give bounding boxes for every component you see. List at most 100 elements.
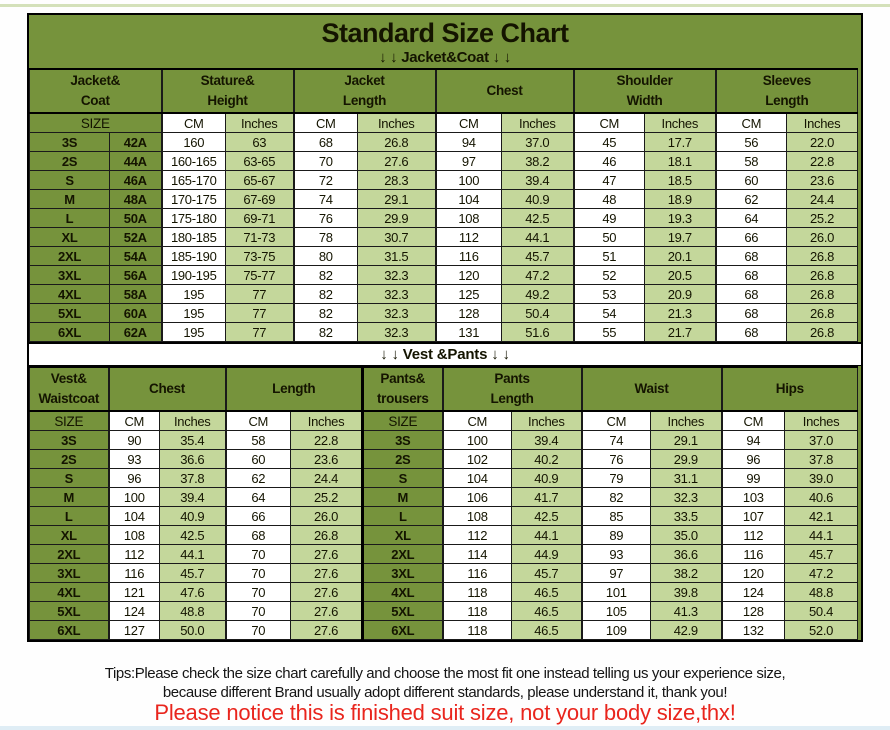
measurement-cell: 41.7 xyxy=(511,487,583,507)
measurement-cell: 105 xyxy=(580,601,652,621)
vest-table-row: 4XL 121 47.6 70 27.6 4XL 118 46.5 101 39.8 124 48.8 xyxy=(29,582,859,602)
measurement-cell: 108 xyxy=(107,525,160,545)
vest-table-row: L 104 40.9 66 26.0 L 108 42.5 85 33.5 107 42.1 xyxy=(29,506,859,526)
measurement-cell: 31.5 xyxy=(356,246,437,266)
size-code-cell: 46A xyxy=(109,170,162,190)
size-label-cell: 3S xyxy=(29,430,109,450)
size-label-cell: 3S xyxy=(29,132,110,152)
measurement-cell: 39.4 xyxy=(501,170,575,190)
measurement-cell: 112 xyxy=(720,525,786,545)
measurement-cell: 22.0 xyxy=(786,132,859,152)
size-header: SIZE xyxy=(29,112,162,133)
size-label-cell: 5XL xyxy=(29,601,109,621)
measurement-cell: 62 xyxy=(224,468,292,488)
measurement-cell: 72 xyxy=(292,170,358,190)
measurement-cell: 195 xyxy=(160,284,226,304)
measurement-cell: 27.6 xyxy=(290,582,364,602)
bottom-decorative-strip xyxy=(0,726,890,730)
measurement-cell: 128 xyxy=(434,303,503,323)
measurement-cell: 82 xyxy=(580,487,652,507)
measurement-cell: 25.2 xyxy=(290,487,364,507)
measurement-cell: 24.4 xyxy=(290,468,364,488)
measurement-cell: 27.6 xyxy=(290,601,364,621)
measurement-cell: 63 xyxy=(225,132,294,152)
inches-header: Inches xyxy=(650,410,723,431)
measurement-cell: 71-73 xyxy=(225,227,294,247)
stature-height-header: Stature& Height xyxy=(160,68,294,114)
measurement-cell: 46.5 xyxy=(511,620,583,640)
measurement-cell: 19.3 xyxy=(644,208,717,228)
measurement-cell: 93 xyxy=(107,449,160,469)
measurement-cell: 102 xyxy=(441,449,513,469)
jacket-table-row: 3S 42A 160 63 68 26.8 94 37.0 45 17.7 56 22.0 xyxy=(29,132,859,152)
measurement-cell: 32.3 xyxy=(650,487,723,507)
size-label-cell: 2XL xyxy=(29,544,109,564)
page-title: Standard Size Chart xyxy=(321,18,569,48)
measurement-cell: 39.4 xyxy=(511,430,583,450)
measurement-cell: 50.4 xyxy=(501,303,575,323)
measurement-cell: 96 xyxy=(720,449,786,469)
measurement-cell: 118 xyxy=(441,582,513,602)
size-label-cell: S xyxy=(361,468,444,488)
inches-header: Inches xyxy=(644,112,717,133)
measurement-cell: 77 xyxy=(225,322,294,342)
size-label-cell: 5XL xyxy=(29,303,110,323)
measurement-cell: 48.8 xyxy=(784,582,859,602)
vest-units-row: SIZE CM Inches CM Inches SIZE CM Inches … xyxy=(29,410,859,431)
measurement-cell: 170-175 xyxy=(160,189,226,209)
vest-length-header: Length xyxy=(224,366,364,412)
size-label-cell: 4XL xyxy=(29,582,109,602)
measurement-cell: 32.3 xyxy=(356,265,437,285)
measurement-cell: 41.3 xyxy=(650,601,723,621)
measurement-cell: 37.8 xyxy=(158,468,227,488)
measurement-cell: 21.7 xyxy=(644,322,717,342)
vest-waistcoat-header: Vest& Waistcoat xyxy=(29,366,109,412)
measurement-cell: 40.2 xyxy=(511,449,583,469)
measurement-cell: 47.6 xyxy=(158,582,227,602)
measurement-cell: 46.5 xyxy=(511,582,583,602)
measurement-cell: 69-71 xyxy=(225,208,294,228)
measurement-cell: 112 xyxy=(107,544,160,564)
measurement-cell: 50 xyxy=(572,227,646,247)
jacket-table-row: M 48A 170-175 67-69 74 29.1 104 40.9 48 18.9 62 24.… xyxy=(29,189,859,209)
size-chart-box: Standard Size Chart ↓ ↓ Jacket&Coat ↓ ↓ … xyxy=(27,13,863,642)
measurement-cell: 76 xyxy=(292,208,358,228)
measurement-cell: 190-195 xyxy=(160,265,226,285)
size-label-cell: M xyxy=(29,487,109,507)
measurement-cell: 45 xyxy=(572,132,646,152)
shoulder-width-header: Shoulder Width xyxy=(572,68,717,114)
measurement-cell: 68 xyxy=(714,246,788,266)
measurement-cell: 17.7 xyxy=(644,132,717,152)
measurement-cell: 70 xyxy=(224,601,292,621)
inches-header: Inches xyxy=(786,112,859,133)
measurement-cell: 109 xyxy=(580,620,652,640)
inches-header: Inches xyxy=(158,410,227,431)
measurement-cell: 42.1 xyxy=(784,506,859,526)
measurement-cell: 29.9 xyxy=(356,208,437,228)
jacket-coat-table: Jacket& Coat Stature& Height Jacket Leng… xyxy=(29,68,859,342)
measurement-cell: 90 xyxy=(107,430,160,450)
size-label-cell: 6XL xyxy=(29,322,110,342)
measurement-cell: 26.0 xyxy=(786,227,859,247)
measurement-cell: 39.8 xyxy=(650,582,723,602)
jacket-units-row: SIZE CM Inches CM Inches CM Inches CM In… xyxy=(29,112,859,133)
measurement-cell: 185-190 xyxy=(160,246,226,266)
measurement-cell: 73-75 xyxy=(225,246,294,266)
measurement-cell: 70 xyxy=(224,563,292,583)
measurement-cell: 32.3 xyxy=(356,284,437,304)
measurement-cell: 116 xyxy=(720,544,786,564)
tips-text: Tips:Please check the size chart careful… xyxy=(0,664,890,702)
measurement-cell: 74 xyxy=(292,189,358,209)
inches-header: Inches xyxy=(501,112,575,133)
measurement-cell: 44.1 xyxy=(784,525,859,545)
measurement-cell: 85 xyxy=(580,506,652,526)
size-code-cell: 56A xyxy=(109,265,162,285)
measurement-cell: 70 xyxy=(224,544,292,564)
measurement-cell: 42.9 xyxy=(650,620,723,640)
measurement-cell: 106 xyxy=(441,487,513,507)
measurement-cell: 165-170 xyxy=(160,170,226,190)
measurement-cell: 96 xyxy=(107,468,160,488)
measurement-cell: 70 xyxy=(292,151,358,171)
size-label-cell: 3XL xyxy=(29,265,110,285)
